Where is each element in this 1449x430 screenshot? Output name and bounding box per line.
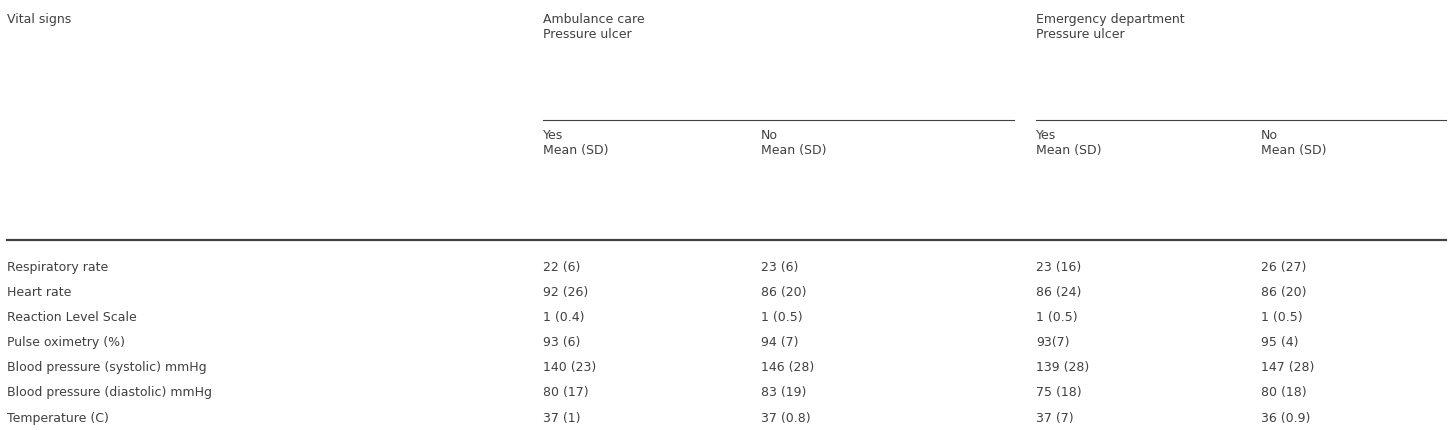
Text: 146 (28): 146 (28) bbox=[761, 360, 814, 373]
Text: 1 (0.5): 1 (0.5) bbox=[1261, 310, 1303, 323]
Text: Respiratory rate: Respiratory rate bbox=[7, 260, 109, 273]
Text: 37 (1): 37 (1) bbox=[543, 411, 581, 424]
Text: 37 (0.8): 37 (0.8) bbox=[761, 411, 810, 424]
Text: 1 (0.5): 1 (0.5) bbox=[761, 310, 803, 323]
Text: Emergency department
Pressure ulcer: Emergency department Pressure ulcer bbox=[1036, 13, 1185, 41]
Text: 139 (28): 139 (28) bbox=[1036, 360, 1090, 373]
Text: 147 (28): 147 (28) bbox=[1261, 360, 1314, 373]
Text: Blood pressure (systolic) mmHg: Blood pressure (systolic) mmHg bbox=[7, 360, 207, 373]
Text: 26 (27): 26 (27) bbox=[1261, 260, 1306, 273]
Text: Pulse oximetry (%): Pulse oximetry (%) bbox=[7, 335, 125, 348]
Text: 93 (6): 93 (6) bbox=[543, 335, 581, 348]
Text: Yes
Mean (SD): Yes Mean (SD) bbox=[1036, 129, 1101, 157]
Text: 86 (20): 86 (20) bbox=[1261, 285, 1306, 298]
Text: 95 (4): 95 (4) bbox=[1261, 335, 1298, 348]
Text: 1 (0.5): 1 (0.5) bbox=[1036, 310, 1078, 323]
Text: 92 (26): 92 (26) bbox=[543, 285, 588, 298]
Text: No
Mean (SD): No Mean (SD) bbox=[761, 129, 826, 157]
Text: 83 (19): 83 (19) bbox=[761, 386, 806, 399]
Text: Ambulance care
Pressure ulcer: Ambulance care Pressure ulcer bbox=[543, 13, 645, 41]
Text: 94 (7): 94 (7) bbox=[761, 335, 798, 348]
Text: 22 (6): 22 (6) bbox=[543, 260, 581, 273]
Text: 1 (0.4): 1 (0.4) bbox=[543, 310, 585, 323]
Text: 86 (24): 86 (24) bbox=[1036, 285, 1081, 298]
Text: Reaction Level Scale: Reaction Level Scale bbox=[7, 310, 138, 323]
Text: Blood pressure (diastolic) mmHg: Blood pressure (diastolic) mmHg bbox=[7, 386, 212, 399]
Text: No
Mean (SD): No Mean (SD) bbox=[1261, 129, 1326, 157]
Text: 93(7): 93(7) bbox=[1036, 335, 1069, 348]
Text: 140 (23): 140 (23) bbox=[543, 360, 597, 373]
Text: 23 (6): 23 (6) bbox=[761, 260, 798, 273]
Text: 80 (18): 80 (18) bbox=[1261, 386, 1306, 399]
Text: 75 (18): 75 (18) bbox=[1036, 386, 1081, 399]
Text: Vital signs: Vital signs bbox=[7, 13, 71, 26]
Text: Yes
Mean (SD): Yes Mean (SD) bbox=[543, 129, 609, 157]
Text: 80 (17): 80 (17) bbox=[543, 386, 588, 399]
Text: 36 (0.9): 36 (0.9) bbox=[1261, 411, 1310, 424]
Text: 23 (16): 23 (16) bbox=[1036, 260, 1081, 273]
Text: 86 (20): 86 (20) bbox=[761, 285, 806, 298]
Text: Heart rate: Heart rate bbox=[7, 285, 71, 298]
Text: Temperature (C): Temperature (C) bbox=[7, 411, 109, 424]
Text: 37 (7): 37 (7) bbox=[1036, 411, 1074, 424]
